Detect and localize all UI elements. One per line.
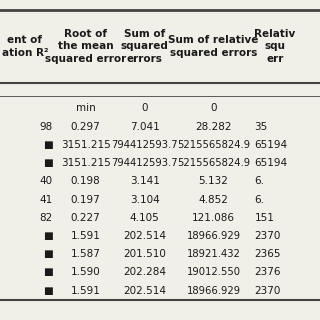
Text: 1.591: 1.591	[71, 286, 100, 296]
Text: 0.197: 0.197	[71, 195, 100, 204]
Text: 5215565824.9: 5215565824.9	[177, 158, 250, 168]
Text: min: min	[76, 103, 95, 113]
Text: 201.510: 201.510	[124, 249, 166, 259]
Text: ■: ■	[43, 249, 53, 259]
Text: Root of
the mean
squared error: Root of the mean squared error	[45, 29, 126, 64]
Text: 0.198: 0.198	[71, 176, 100, 186]
Text: 794412593.7: 794412593.7	[111, 140, 178, 150]
Text: 4.105: 4.105	[130, 213, 160, 223]
Text: 18921.432: 18921.432	[187, 249, 241, 259]
Text: 28.282: 28.282	[195, 122, 232, 132]
Text: 5.132: 5.132	[199, 176, 228, 186]
Text: 2370: 2370	[254, 231, 281, 241]
Text: 40: 40	[40, 176, 53, 186]
Text: 1.587: 1.587	[71, 249, 100, 259]
Text: 6.: 6.	[254, 176, 264, 186]
Text: 19012.550: 19012.550	[187, 268, 241, 277]
Text: 151: 151	[254, 213, 274, 223]
Text: ■: ■	[43, 140, 53, 150]
Text: 7.041: 7.041	[130, 122, 160, 132]
Text: 202.514: 202.514	[123, 286, 166, 296]
Text: 3.104: 3.104	[130, 195, 160, 204]
Text: 41: 41	[40, 195, 53, 204]
Text: 2376: 2376	[254, 268, 281, 277]
Text: 3151.215: 3151.215	[61, 140, 110, 150]
Text: 2365: 2365	[254, 249, 281, 259]
Text: ■: ■	[43, 158, 53, 168]
Text: ■: ■	[43, 286, 53, 296]
Text: 82: 82	[40, 213, 53, 223]
Text: 0: 0	[210, 103, 217, 113]
Text: 0.227: 0.227	[71, 213, 100, 223]
Text: 3151.215: 3151.215	[61, 158, 110, 168]
Text: 794412593.7: 794412593.7	[111, 158, 178, 168]
Text: 98: 98	[40, 122, 53, 132]
Text: Relativ
squ
err: Relativ squ err	[254, 29, 296, 64]
Text: 0: 0	[141, 103, 148, 113]
Text: 4.852: 4.852	[199, 195, 228, 204]
Text: 65194: 65194	[254, 158, 288, 168]
Text: 18966.929: 18966.929	[187, 231, 241, 241]
Text: 1.591: 1.591	[71, 231, 100, 241]
Text: 3.141: 3.141	[130, 176, 160, 186]
Text: 6.: 6.	[254, 195, 264, 204]
Text: 121.086: 121.086	[192, 213, 235, 223]
Text: 0.297: 0.297	[71, 122, 100, 132]
Text: 5215565824.9: 5215565824.9	[177, 140, 250, 150]
Text: 202.514: 202.514	[123, 231, 166, 241]
Text: Sum of relative
squared errors: Sum of relative squared errors	[168, 35, 259, 58]
Text: 18966.929: 18966.929	[187, 286, 241, 296]
Text: 202.284: 202.284	[123, 268, 166, 277]
Text: 1.590: 1.590	[71, 268, 100, 277]
Text: ■: ■	[43, 231, 53, 241]
Text: ent of
ation R²: ent of ation R²	[2, 35, 48, 58]
Text: 35: 35	[254, 122, 268, 132]
Text: 65194: 65194	[254, 140, 288, 150]
Text: Sum of
squared
errors: Sum of squared errors	[121, 29, 169, 64]
Text: 2370: 2370	[254, 286, 281, 296]
Text: ■: ■	[43, 268, 53, 277]
